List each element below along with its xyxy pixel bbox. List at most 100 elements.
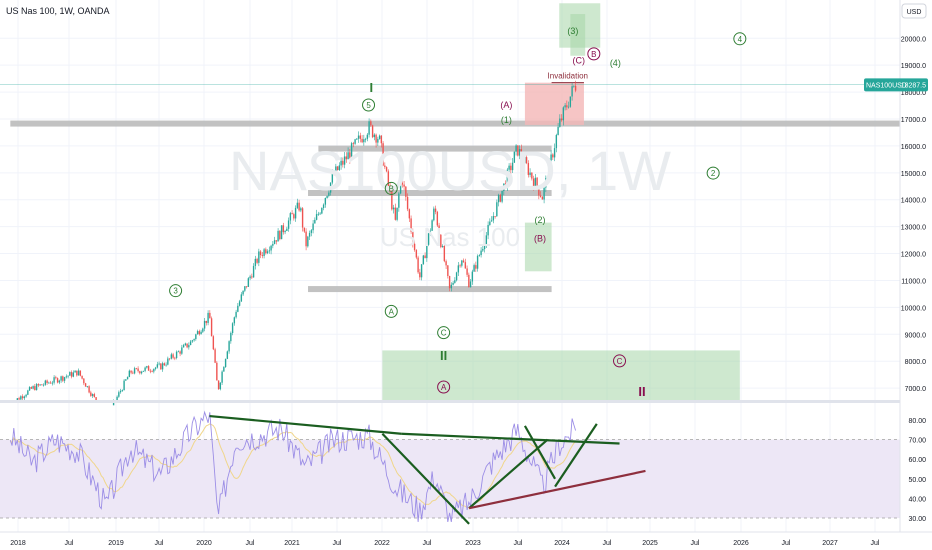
candle-down — [139, 371, 141, 374]
currency-button[interactable]: USD — [901, 3, 927, 19]
candle-up — [74, 370, 76, 373]
candle-up — [356, 138, 358, 140]
candle-down — [468, 274, 470, 288]
candle-down — [198, 331, 201, 335]
candle-down — [412, 231, 414, 244]
candle-up — [158, 363, 160, 365]
candle-up — [328, 192, 330, 196]
candle-down — [147, 366, 150, 371]
candle-up — [454, 280, 456, 283]
candle-up — [286, 228, 288, 231]
candle-up — [501, 190, 503, 202]
candle-down — [76, 370, 78, 376]
time-tick-label: Jul — [246, 540, 255, 547]
candle-up — [378, 135, 381, 139]
candle-down — [37, 384, 40, 386]
candle-up — [338, 165, 341, 171]
candle-up — [511, 162, 514, 171]
candle-up — [422, 255, 425, 265]
candle-up — [310, 230, 313, 233]
candle-up — [280, 225, 283, 240]
candle-up — [492, 216, 495, 221]
candle-down — [539, 195, 542, 197]
candle-up — [294, 207, 297, 219]
rsi-trendline — [381, 432, 470, 525]
candle-up — [170, 354, 173, 359]
pane-divider[interactable] — [0, 400, 900, 403]
rsi-axis[interactable]: 80.00 70.00 60.00 50.00 40.00 30.00 — [908, 418, 926, 523]
candle-up — [426, 244, 428, 259]
candle-up — [58, 380, 61, 383]
candle-up — [128, 370, 131, 378]
wave-label-circle — [613, 354, 627, 368]
candle-up — [242, 290, 244, 295]
candle-up — [317, 213, 320, 215]
candle-down — [408, 209, 411, 219]
candle-up — [175, 351, 178, 358]
candle-up — [133, 368, 136, 374]
invalidation-label: Invalidation — [548, 72, 588, 81]
candle-down — [546, 178, 549, 181]
candle-down — [84, 383, 87, 387]
candle-up — [153, 368, 155, 372]
candle-up — [16, 398, 19, 401]
candle-up — [195, 334, 197, 340]
candle-down — [574, 85, 577, 91]
candle-down — [179, 351, 181, 354]
candle-up — [289, 213, 292, 221]
candle-down — [186, 343, 188, 348]
candle-up — [545, 178, 547, 188]
candle-down — [160, 363, 162, 370]
candle-down — [30, 387, 33, 389]
wave-label: C — [441, 329, 447, 338]
candle-down — [216, 362, 218, 381]
time-tick-label: 2020 — [196, 540, 212, 547]
candle-down — [168, 358, 171, 360]
wave-label: B — [389, 184, 394, 193]
candle-up — [543, 187, 545, 200]
wave-label: (3) — [567, 26, 578, 36]
wave-label-degree: II — [440, 348, 447, 363]
candle-down — [443, 245, 446, 262]
time-tick-label: 2019 — [108, 540, 124, 547]
candle-down — [212, 336, 215, 350]
candle-down — [566, 105, 568, 108]
candle-down — [527, 163, 530, 175]
candle-down — [459, 265, 461, 267]
candle-down — [405, 186, 407, 197]
candle-up — [277, 230, 279, 242]
candle-down — [413, 243, 416, 251]
candle-up — [119, 390, 122, 393]
time-axis[interactable]: 2018 Jul 2019 Jul 2020 Jul 2021 Jul 2022 Jul 2023 J… — [0, 531, 932, 547]
candle-down — [149, 370, 152, 372]
candle-up — [223, 367, 225, 372]
last-price-tag: NAS100USD 18287.5 — [864, 78, 928, 92]
candle-up — [485, 235, 488, 246]
candle-up — [287, 220, 290, 229]
zones: Invalidation — [0, 3, 900, 400]
candle-down — [210, 318, 213, 337]
candle-up — [237, 305, 239, 312]
candle-down — [531, 172, 533, 179]
candle-up — [238, 301, 241, 306]
candle-down — [406, 196, 409, 210]
candle-down — [18, 398, 20, 400]
candle-down — [401, 177, 404, 185]
candle-up — [350, 143, 353, 159]
time-tick-label: Jul — [333, 540, 342, 547]
candle-up — [28, 387, 31, 391]
candle-down — [525, 157, 528, 164]
invalidation-box — [524, 82, 584, 125]
candle-up — [431, 220, 433, 231]
candle-up — [473, 265, 475, 272]
candle-up — [72, 372, 75, 377]
candle-up — [156, 364, 159, 368]
rsi-trendline — [554, 423, 598, 488]
price-axis[interactable]: 20000.0 19000.0 18000.0 17000.0 16000.0 15000… — [899, 0, 926, 532]
wave-label: (1) — [501, 115, 512, 125]
candle-up — [144, 367, 146, 371]
candle-down — [245, 286, 248, 288]
candle-down — [261, 255, 264, 256]
candle-up — [254, 258, 257, 266]
